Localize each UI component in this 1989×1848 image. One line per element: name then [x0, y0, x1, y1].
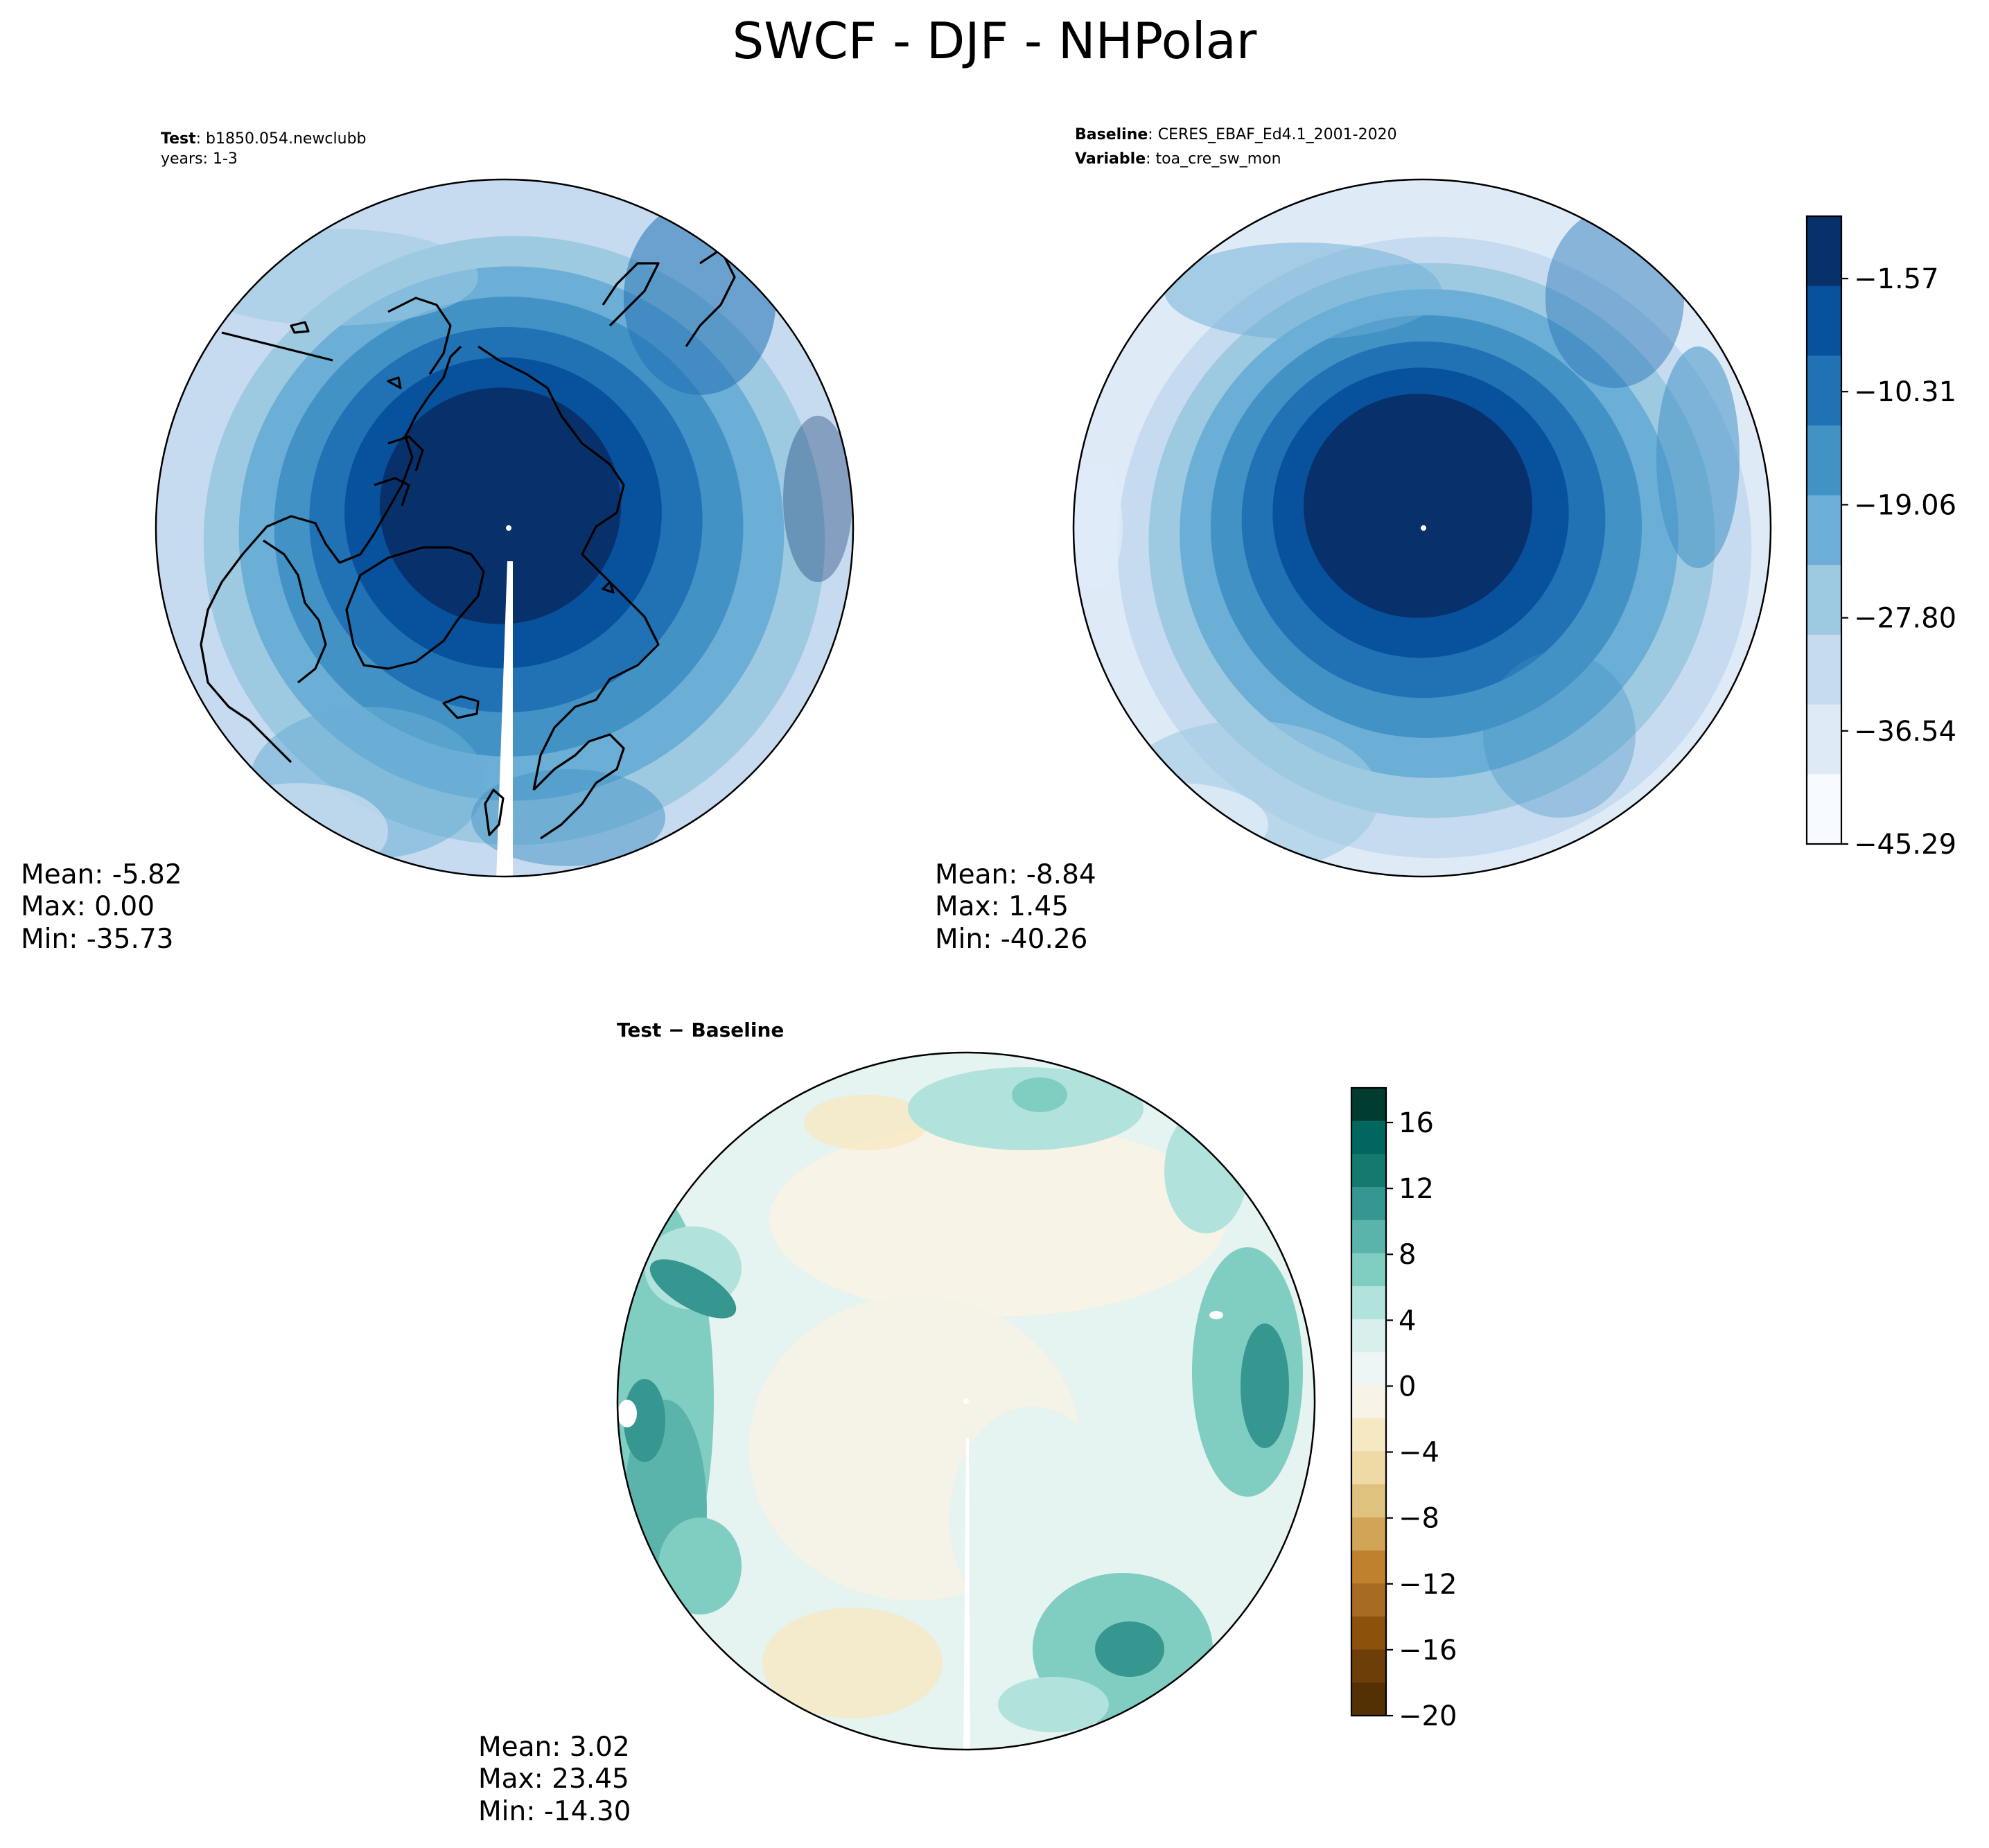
diff-panel: Test − Baseline — [478, 1019, 1316, 1827]
diff-missing-data-wedge — [963, 1438, 970, 1750]
diff-colorbar-level — [1351, 1319, 1386, 1353]
diff-colorbar-level — [1351, 1649, 1386, 1683]
diff-max: Max: 23.45 — [478, 1763, 629, 1795]
test-pole-marker — [506, 525, 511, 531]
main-colorbar-level — [1807, 355, 1841, 426]
diff-colorbar-level — [1351, 1187, 1386, 1221]
diff-colorbar-frame — [1350, 1086, 1387, 1717]
diff-colorbar-tick-label: 0 — [1399, 1371, 1416, 1402]
baseline-min: Min: -40.26 — [935, 924, 1087, 955]
diff-colorbar: 16 12 8 4 0 −4 −8 −12 −16 −20 — [1350, 1086, 1457, 1732]
test-map-boundary — [155, 178, 855, 878]
diff-map-field — [617, 1053, 1315, 1750]
diff-colorbar-level — [1351, 1451, 1386, 1485]
diff-min: Min: -14.30 — [478, 1796, 631, 1827]
diff-colorbar-tick-label: 16 — [1399, 1107, 1434, 1139]
figure-title: SWCF - DJF - NHPolar — [733, 12, 1257, 70]
test-years-label: years: 1-3 — [161, 150, 238, 168]
diff-colorbar-tick-label: −12 — [1399, 1569, 1457, 1601]
main-colorbar-level — [1807, 216, 1841, 287]
diff-colorbar-level — [1351, 1616, 1386, 1651]
diff-colorbar-level — [1351, 1583, 1386, 1617]
diff-colorbar-tick-label: −8 — [1399, 1503, 1439, 1535]
diff-colorbar-tick-label: −20 — [1399, 1700, 1457, 1732]
missing-data-wedge — [496, 561, 513, 877]
baseline-mean: Mean: -8.84 — [935, 859, 1096, 890]
main-colorbar-level — [1807, 495, 1841, 565]
diff-colorbar-level — [1351, 1517, 1386, 1551]
diff-colorbar-tick-label: −4 — [1399, 1437, 1439, 1469]
diff-colorbar-level — [1351, 1550, 1386, 1584]
main-colorbar-tick-label: −27.80 — [1854, 603, 1956, 635]
diff-map-boundary — [616, 1051, 1316, 1751]
test-panel: Test: b1850.054.newclubb years: 1-3 — [21, 130, 855, 955]
diff-colorbar-level — [1351, 1088, 1386, 1122]
diff-colorbar-tick-label: −16 — [1399, 1635, 1457, 1666]
main-colorbar-tick-label: −45.29 — [1854, 829, 1956, 861]
diff-colorbar-level — [1351, 1484, 1386, 1518]
baseline-map-field — [1074, 179, 1771, 877]
main-colorbar: −1.57 −10.31 −19.06 −27.80 −36.54 −45.29 — [1805, 215, 1956, 861]
main-colorbar-level — [1807, 704, 1841, 775]
main-colorbar-tick-label: −36.54 — [1854, 716, 1956, 748]
diff-title: Test − Baseline — [617, 1019, 784, 1041]
diff-colorbar-level — [1351, 1253, 1386, 1287]
main-colorbar-tick-label: −19.06 — [1854, 489, 1956, 521]
diff-colorbar-tick-label: 12 — [1399, 1173, 1434, 1205]
main-colorbar-frame — [1805, 215, 1843, 845]
test-mean: Mean: -5.82 — [21, 859, 182, 890]
baseline-max: Max: 1.45 — [935, 891, 1069, 922]
main-colorbar-tick-label: −10.31 — [1854, 376, 1956, 408]
baseline-dataset-label: Baseline: CERES_EBAF_Ed4.1_2001-2020 — [1075, 126, 1397, 143]
diff-colorbar-tick-label: 4 — [1399, 1305, 1416, 1337]
main-colorbar-level — [1807, 774, 1841, 845]
test-contour-band — [414, 418, 581, 580]
main-colorbar-tick-label: −1.57 — [1854, 263, 1939, 295]
main-colorbar-level — [1807, 565, 1841, 635]
diff-colorbar-level — [1351, 1418, 1386, 1452]
main-colorbar-level — [1807, 285, 1841, 356]
diff-colorbar-level — [1351, 1286, 1386, 1320]
test-min: Min: -35.73 — [21, 924, 173, 955]
diff-colorbar-level — [1351, 1154, 1386, 1188]
diff-colorbar-level — [1351, 1120, 1386, 1154]
test-coastlines — [200, 248, 736, 840]
diff-pole-marker — [963, 1398, 969, 1404]
diff-mean: Mean: 3.02 — [478, 1732, 630, 1763]
baseline-pole-marker — [1421, 525, 1426, 531]
main-colorbar-level — [1807, 425, 1841, 496]
diff-colorbar-level — [1351, 1352, 1386, 1386]
test-max: Max: 0.00 — [21, 891, 155, 922]
baseline-variable-label: Variable: toa_cre_sw_mon — [1075, 150, 1281, 168]
diff-colorbar-level — [1351, 1682, 1386, 1716]
baseline-map-boundary — [1072, 178, 1772, 878]
diff-colorbar-tick-label: 8 — [1399, 1239, 1416, 1271]
diff-colorbar-level — [1351, 1220, 1386, 1254]
test-case-label: Test: b1850.054.newclubb — [161, 130, 367, 148]
test-map-field — [156, 179, 853, 877]
diff-colorbar-level — [1351, 1385, 1386, 1419]
baseline-panel: Baseline: CERES_EBAF_Ed4.1_2001-2020 Var… — [935, 126, 1772, 955]
baseline-contour-band — [1334, 420, 1496, 578]
main-colorbar-level — [1807, 635, 1841, 705]
